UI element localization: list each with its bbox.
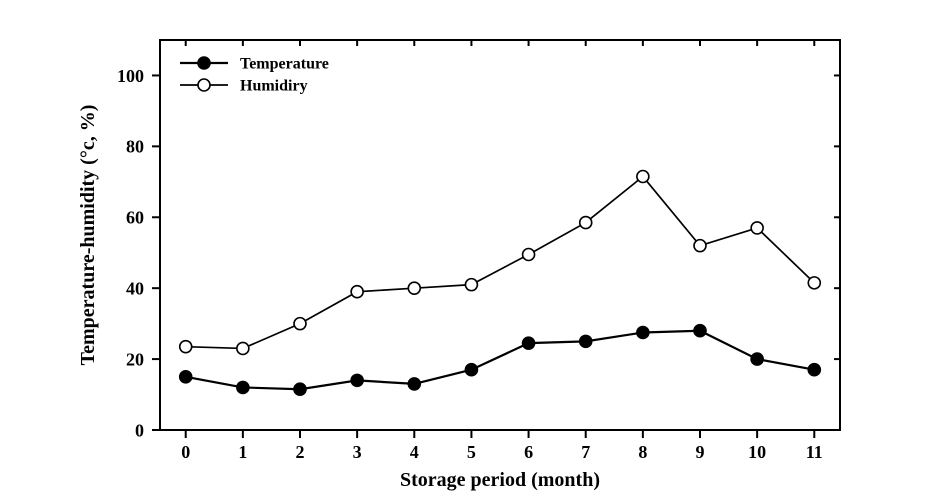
legend-marker <box>198 57 210 69</box>
series-marker-temperature <box>294 383 306 395</box>
series-marker-temperature <box>637 327 649 339</box>
x-tick-label: 3 <box>353 442 362 462</box>
x-tick-label: 6 <box>524 442 533 462</box>
series-marker-humidity <box>294 318 306 330</box>
series-marker-humidity <box>523 249 535 261</box>
series-marker-humidity <box>465 279 477 291</box>
series-marker-temperature <box>180 371 192 383</box>
series-marker-humidity <box>751 222 763 234</box>
y-tick-label: 0 <box>135 420 144 440</box>
y-tick-label: 40 <box>126 278 144 298</box>
series-marker-temperature <box>580 335 592 347</box>
series-marker-humidity <box>808 277 820 289</box>
series-marker-temperature <box>751 353 763 365</box>
series-marker-temperature <box>408 378 420 390</box>
y-tick-label: 20 <box>126 349 144 369</box>
series-marker-humidity <box>408 282 420 294</box>
series-marker-humidity <box>351 286 363 298</box>
series-marker-humidity <box>637 171 649 183</box>
series-marker-temperature <box>351 374 363 386</box>
series-marker-humidity <box>180 341 192 353</box>
x-tick-label: 0 <box>181 442 190 462</box>
x-tick-label: 4 <box>410 442 419 462</box>
y-tick-label: 80 <box>126 137 144 157</box>
series-marker-humidity <box>694 240 706 252</box>
y-axis-label: Temperature-humidity (°c, %) <box>77 105 99 366</box>
x-tick-label: 8 <box>638 442 647 462</box>
x-tick-label: 9 <box>696 442 705 462</box>
series-marker-temperature <box>523 337 535 349</box>
series-marker-temperature <box>808 364 820 376</box>
x-axis-label: Storage period (month) <box>400 469 600 491</box>
x-tick-label: 5 <box>467 442 476 462</box>
x-tick-label: 7 <box>581 442 590 462</box>
x-tick-label: 10 <box>748 442 766 462</box>
series-marker-temperature <box>465 364 477 376</box>
series-marker-humidity <box>237 342 249 354</box>
legend-label: Temperature <box>240 56 329 73</box>
series-marker-temperature <box>694 325 706 337</box>
y-tick-label: 60 <box>126 208 144 228</box>
legend-label: Humidiry <box>240 78 308 95</box>
series-marker-humidity <box>580 217 592 229</box>
line-chart: 0 1 2 3 4 5 6 7 8 9 10 11 0 20 40 60 80 100 Storage period… <box>0 0 943 500</box>
series-marker-temperature <box>237 381 249 393</box>
y-tick-label: 100 <box>117 66 144 86</box>
legend-marker <box>198 79 210 91</box>
x-tick-label: 11 <box>806 442 823 462</box>
chart-container: 0 1 2 3 4 5 6 7 8 9 10 11 0 20 40 60 80 100 Storage period… <box>0 0 943 500</box>
x-tick-label: 1 <box>238 442 247 462</box>
x-tick-label: 2 <box>296 442 305 462</box>
